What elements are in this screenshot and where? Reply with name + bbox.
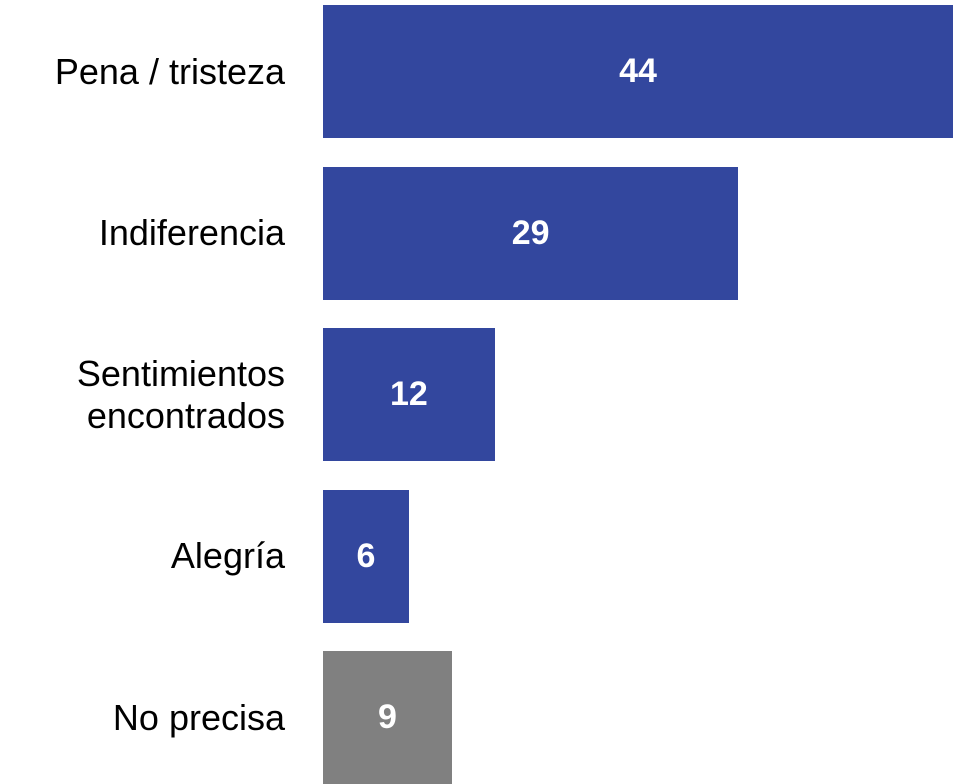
value-label: 29 <box>511 213 550 252</box>
bar: 6 <box>323 489 409 623</box>
value-label: 12 <box>389 375 428 413</box>
bar: 9 <box>323 651 452 784</box>
bar: 29 <box>323 166 739 300</box>
value-label: 9 <box>377 698 397 736</box>
value-label: 44 <box>619 52 657 90</box>
category-label: Indiferencia <box>98 212 285 253</box>
category-label: Pena / tristeza <box>54 50 285 92</box>
bar: 12 <box>323 328 495 461</box>
bar: 44 <box>323 5 953 138</box>
category-label: No precisa <box>112 696 285 738</box>
category-label: Sentimientos encontrados <box>76 352 285 436</box>
value-label: 6 <box>356 536 376 575</box>
category-label: Alegría <box>170 535 285 576</box>
